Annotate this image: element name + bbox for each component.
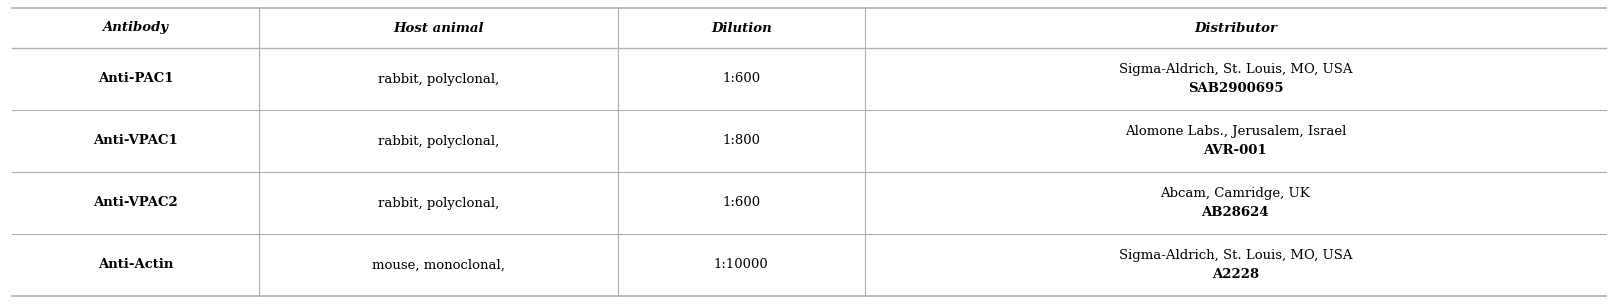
Text: 1:10000: 1:10000: [714, 258, 769, 271]
Text: Host animal: Host animal: [393, 22, 484, 34]
Text: rabbit, polyclonal,: rabbit, polyclonal,: [377, 135, 498, 148]
Text: AVR-001: AVR-001: [1204, 144, 1267, 157]
Text: Alomone Labs., Jerusalem, Israel: Alomone Labs., Jerusalem, Israel: [1125, 124, 1346, 137]
Text: SAB2900695: SAB2900695: [1188, 83, 1283, 95]
Text: Antibody: Antibody: [102, 22, 168, 34]
Text: Abcam, Camridge, UK: Abcam, Camridge, UK: [1160, 187, 1311, 200]
Text: Sigma-Aldrich, St. Louis, MO, USA: Sigma-Aldrich, St. Louis, MO, USA: [1118, 249, 1353, 261]
Text: mouse, monoclonal,: mouse, monoclonal,: [372, 258, 505, 271]
Text: 1:600: 1:600: [722, 197, 760, 209]
Text: 1:800: 1:800: [722, 135, 760, 148]
Text: Dilution: Dilution: [710, 22, 772, 34]
Text: Distributor: Distributor: [1194, 22, 1277, 34]
Text: rabbit, polyclonal,: rabbit, polyclonal,: [377, 72, 498, 86]
Text: AB28624: AB28624: [1202, 206, 1269, 220]
Text: A2228: A2228: [1212, 269, 1259, 282]
Text: Anti-PAC1: Anti-PAC1: [97, 72, 173, 86]
Text: Anti-VPAC1: Anti-VPAC1: [94, 135, 178, 148]
Text: rabbit, polyclonal,: rabbit, polyclonal,: [377, 197, 498, 209]
Text: Anti-Actin: Anti-Actin: [97, 258, 173, 271]
Text: Anti-VPAC2: Anti-VPAC2: [94, 197, 178, 209]
Text: Sigma-Aldrich, St. Louis, MO, USA: Sigma-Aldrich, St. Louis, MO, USA: [1118, 63, 1353, 75]
Text: 1:600: 1:600: [722, 72, 760, 86]
